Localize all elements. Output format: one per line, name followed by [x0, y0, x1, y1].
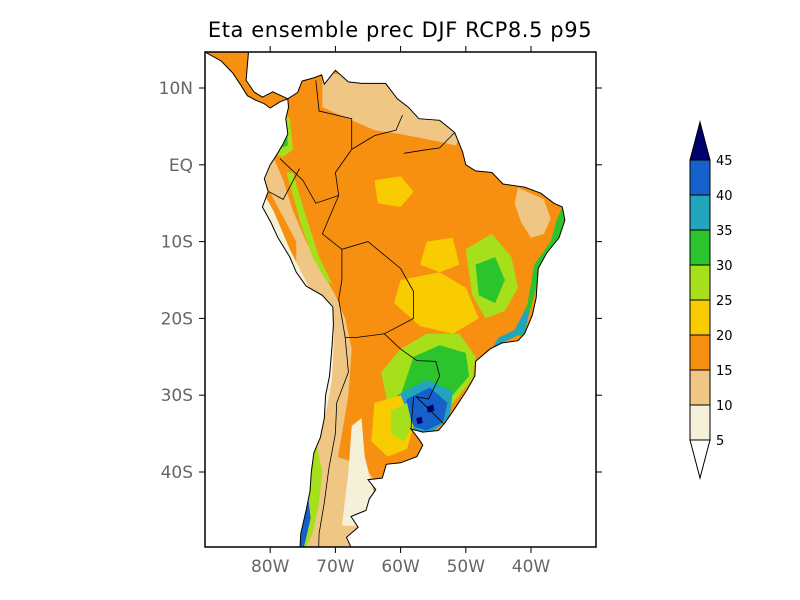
- region-20-25-central: [394, 272, 479, 334]
- colorbar-label: 5: [716, 434, 724, 449]
- lon-tick-label: 60W: [381, 557, 420, 577]
- country-border: [351, 114, 403, 150]
- region-40-45-uruguay: [403, 387, 448, 431]
- map-title: Eta ensemble prec DJF RCP8.5 p95: [207, 18, 593, 42]
- region-30-35-eastbrazil: [475, 257, 505, 303]
- colorbar-swatch: [689, 194, 711, 231]
- colorbar-over-triangle: [689, 120, 711, 161]
- lat-tick-label: EQ: [169, 156, 193, 176]
- region-10-15-northeast: [514, 187, 551, 238]
- country-border: [410, 396, 414, 430]
- colorbar-under-triangle: [689, 439, 711, 480]
- country-border: [321, 195, 414, 319]
- coastline: [205, 52, 566, 547]
- colorbar-swatch: [689, 229, 711, 266]
- colorbar-swatch: [689, 334, 711, 371]
- colorbar-label: 35: [716, 224, 733, 239]
- colorbar-swatch: [689, 369, 711, 406]
- country-border: [403, 132, 455, 154]
- lat-tick-label: 30S: [161, 386, 193, 406]
- colorbar-label: 45: [716, 154, 733, 169]
- region-over-45-a: [426, 404, 435, 413]
- colorbar-label: 40: [716, 189, 733, 204]
- colorbar-label: 20: [716, 329, 733, 344]
- region-25-30-pampas: [390, 402, 413, 442]
- lat-tick-label: 10N: [159, 79, 193, 99]
- region-25-30-andesedge: [286, 172, 333, 284]
- colorbar-label: 30: [716, 259, 733, 274]
- colorbar-swatch: [689, 299, 711, 336]
- region-20-25-amazon-b: [420, 237, 460, 273]
- precip-map: [205, 52, 566, 547]
- lat-tick-label: 40S: [161, 463, 193, 483]
- lon-tick-label: 50W: [447, 557, 486, 577]
- region-20-25-amazon-a: [374, 176, 414, 207]
- country-border: [384, 333, 444, 424]
- axis-ticks: 10N EQ 10S 20S 30S 40S 80W 70W 60W 50W 40W: [159, 46, 602, 577]
- country-border: [315, 80, 353, 196]
- country-border: [268, 168, 300, 200]
- lon-tick-label: 70W: [316, 557, 355, 577]
- lon-tick-label: 40W: [512, 557, 551, 577]
- colorbar-label: 25: [716, 294, 733, 309]
- lat-tick-label: 10S: [161, 233, 193, 253]
- lat-tick-label: 20S: [161, 309, 193, 329]
- region-40-45-chile: [298, 495, 311, 547]
- colorbar-swatch: [689, 264, 711, 301]
- colorbar-label: 10: [716, 399, 733, 414]
- colorbar: 5 10 15 20 25 30 35 40 45: [689, 120, 733, 480]
- colorbar-label: 15: [716, 364, 733, 379]
- region-10-15-north: [322, 72, 466, 146]
- country-border: [279, 158, 339, 204]
- region-35-40-secoast: [491, 310, 530, 350]
- colorbar-swatch: [689, 404, 711, 441]
- lon-tick-label: 80W: [251, 557, 290, 577]
- country-border: [318, 337, 349, 547]
- region-over-45-b: [416, 416, 423, 425]
- region-30-35-necoast: [514, 207, 565, 338]
- colorbar-swatch: [689, 159, 711, 196]
- region-15-20: [206, 52, 565, 547]
- region-5-10-interior: [341, 418, 375, 526]
